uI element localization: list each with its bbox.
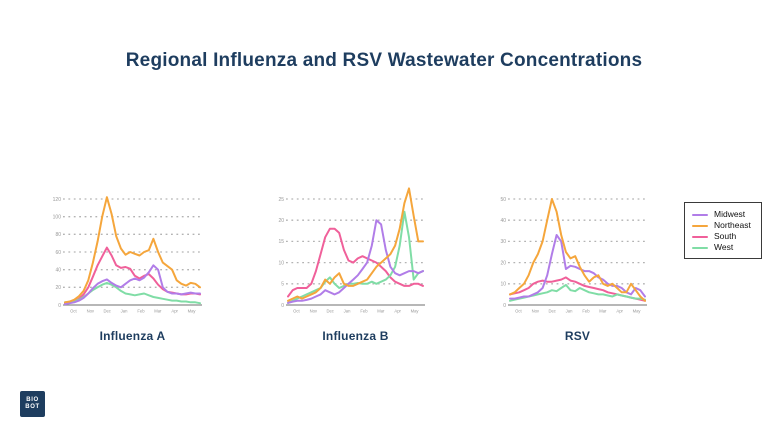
x-tick-label: Oct: [293, 309, 300, 314]
x-tick-label: Nov: [532, 309, 540, 314]
legend-swatch-south: [692, 235, 708, 238]
y-tick-label: 0: [58, 303, 61, 309]
x-tick-label: Dec: [103, 309, 110, 314]
series-line-midwest: [287, 219, 424, 304]
x-tick-label: Oct: [515, 309, 522, 314]
chart-influenza-a: 0 20 40 60 80 100 120 Oct Nov Dec Jan Feb Mar Apr May: [53, 196, 202, 314]
y-tick-label: 5: [281, 282, 284, 288]
x-tick-label: May: [633, 309, 642, 314]
y-tick-label: 15: [278, 239, 284, 245]
series-line-northeast: [64, 196, 201, 304]
x-tick-label: May: [411, 309, 420, 314]
x-tick-label: Apr: [171, 309, 178, 314]
x-tick-label: Dec: [548, 309, 555, 314]
x-tick-label: Nov: [87, 309, 95, 314]
series-line-west: [287, 210, 424, 304]
y-tick-label: 50: [500, 197, 506, 203]
panel-influenza-a: 0 20 40 60 80 100 120 Oct Nov Dec Jan Feb Mar Apr May …: [40, 186, 215, 343]
legend-item-midwest: Midwest: [692, 209, 754, 220]
y-tick-label: 0: [503, 303, 506, 309]
x-tick-label: Mar: [377, 309, 385, 314]
logo-line-1: BIO: [26, 397, 39, 403]
x-tick-label: Oct: [70, 309, 77, 314]
y-tick-label: 20: [278, 218, 284, 224]
series-line-northeast: [509, 198, 646, 302]
panel-rsv: 0 10 20 30 40 50 Oct Nov Dec Jan Feb Mar Apr May RSV: [485, 186, 660, 343]
x-tick-label: Jan: [344, 309, 351, 314]
legend: Midwest Northeast South West: [684, 202, 762, 259]
x-tick-label: Jan: [566, 309, 573, 314]
x-tick-label: Mar: [154, 309, 162, 314]
panel-influenza-b: 0 5 10 15 20 25 Oct Nov Dec Jan Feb Mar Apr May Influ…: [263, 186, 438, 343]
chart-subtitle-influenza-b: Influenza B: [322, 329, 389, 343]
x-tick-label: Nov: [310, 309, 318, 314]
x-tick-label: Jan: [121, 309, 128, 314]
series-line-midwest: [509, 234, 646, 300]
series-line-midwest: [64, 264, 201, 306]
y-tick-label: 10: [500, 282, 506, 288]
chart-subtitle-rsv: RSV: [564, 329, 591, 343]
y-tick-label: 60: [55, 250, 61, 256]
y-tick-label: 40: [500, 218, 506, 224]
logo-line-2: BOT: [25, 404, 40, 410]
x-tick-label: Mar: [599, 309, 607, 314]
y-tick-label: 120: [53, 197, 62, 203]
y-tick-label: 80: [55, 232, 61, 238]
legend-item-northeast: Northeast: [692, 220, 754, 231]
x-tick-label: Apr: [616, 309, 623, 314]
x-tick-label: Apr: [394, 309, 401, 314]
chart-subtitle-influenza-a: Influenza A: [99, 329, 166, 343]
legend-swatch-midwest: [692, 213, 708, 216]
legend-item-south: South: [692, 231, 754, 242]
chart-rsv: 0 10 20 30 40 50 Oct Nov Dec Jan Feb Mar Apr May: [500, 197, 647, 314]
legend-swatch-west: [692, 246, 708, 249]
legend-swatch-northeast: [692, 224, 708, 227]
y-tick-label: 10: [278, 260, 284, 266]
y-tick-label: 100: [53, 214, 62, 220]
x-tick-label: Feb: [582, 309, 590, 314]
y-tick-label: 20: [55, 285, 61, 291]
y-tick-label: 25: [278, 197, 284, 203]
x-tick-label: Feb: [360, 309, 368, 314]
series-line-northeast: [287, 187, 424, 302]
biobot-logo: BIO BOT: [20, 391, 45, 417]
legend-label-west: West: [714, 242, 734, 252]
legend-label-south: South: [714, 231, 737, 241]
y-tick-label: 0: [281, 303, 284, 309]
x-tick-label: Dec: [326, 309, 333, 314]
y-tick-label: 40: [55, 267, 61, 273]
chart-influenza-b: 0 5 10 15 20 25 Oct Nov Dec Jan Feb Mar Apr May: [278, 187, 425, 314]
page-title: Regional Influenza and RSV Wastewater Co…: [125, 50, 643, 71]
legend-label-midwest: Midwest: [714, 209, 746, 219]
y-tick-label: 30: [500, 239, 506, 245]
x-tick-label: Feb: [137, 309, 145, 314]
legend-label-northeast: Northeast: [714, 220, 751, 230]
x-tick-label: May: [188, 309, 197, 314]
series-line-south: [287, 227, 424, 298]
legend-item-west: West: [692, 242, 754, 253]
y-tick-label: 20: [500, 260, 506, 266]
